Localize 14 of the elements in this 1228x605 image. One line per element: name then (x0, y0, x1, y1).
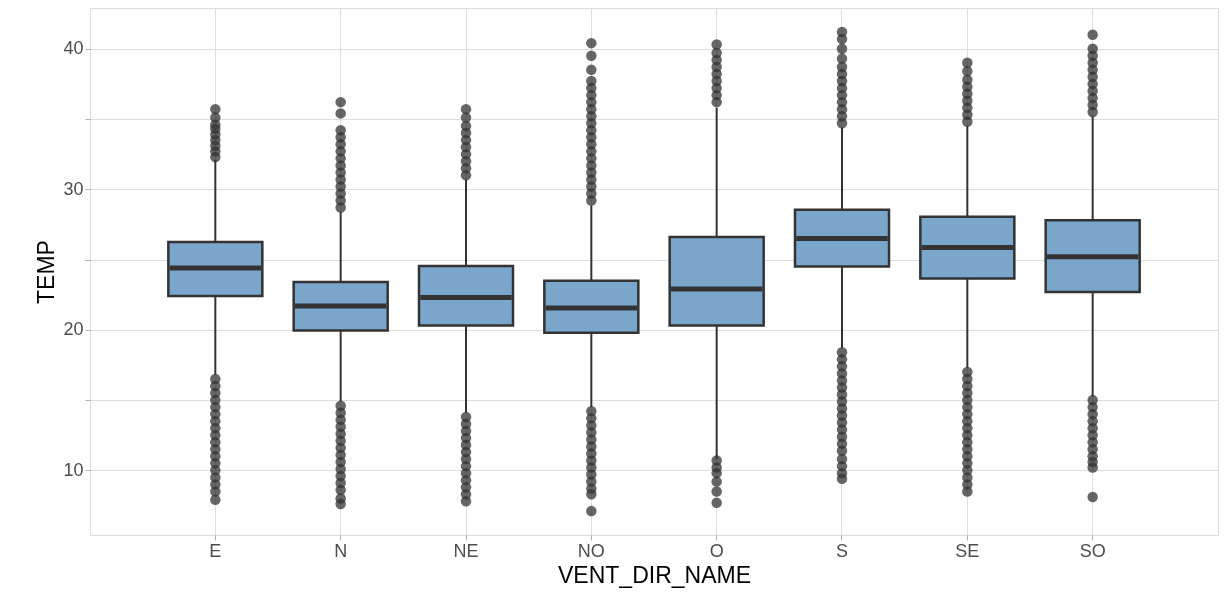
x-axis-title: VENT_DIR_NAME (558, 561, 751, 588)
y-tick-label: 20 (63, 319, 84, 340)
y-tick-label: 30 (63, 178, 84, 199)
x-tick-label: SE (955, 540, 980, 561)
x-tick-label: N (334, 540, 348, 561)
x-tick-label: NE (453, 540, 479, 561)
x-tick-label: NO (577, 540, 605, 561)
y-tick-label: 40 (63, 38, 84, 59)
x-tick-label: E (209, 540, 222, 561)
x-tick-label: S (835, 540, 849, 561)
x-tick-label: O (709, 540, 724, 561)
y-tick-label: 10 (63, 459, 84, 480)
x-tick-label: SO (1079, 540, 1106, 561)
y-axis-title: TEMP (33, 240, 60, 304)
